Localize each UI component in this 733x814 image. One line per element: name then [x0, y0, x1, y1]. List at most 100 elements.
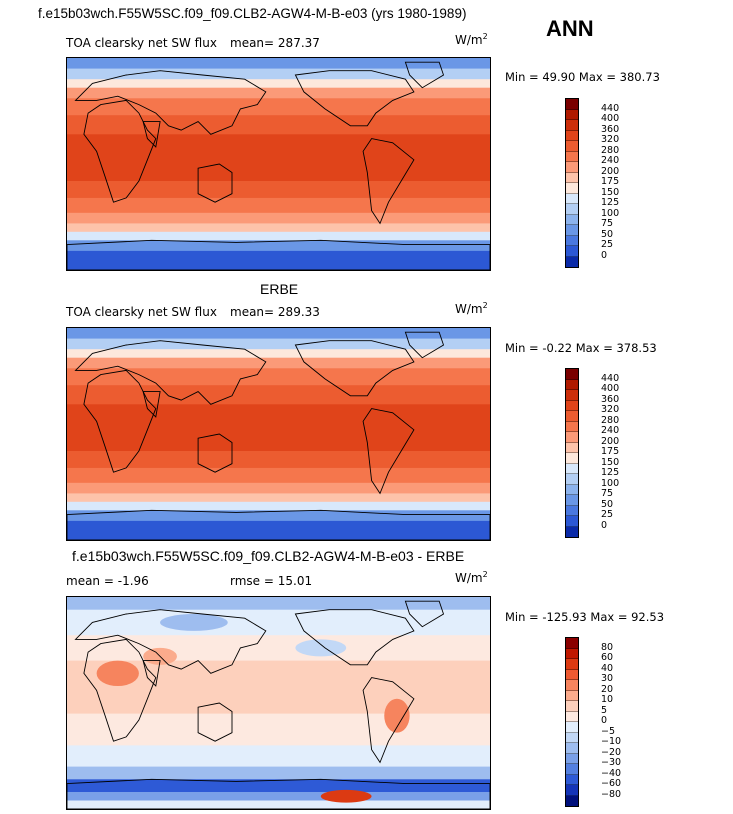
colorbar-level-label: 75 — [601, 488, 614, 499]
panel3-map — [66, 596, 491, 810]
colorbar-swatch — [566, 732, 578, 743]
coastline — [142, 391, 161, 418]
panel3-mean-label: mean = -1.96 — [66, 574, 149, 588]
map-band — [67, 451, 490, 469]
colorbar-level-label: −40 — [601, 767, 622, 779]
panel3-minmax: Min = -125.93 Max = 92.53 — [505, 610, 665, 624]
colorbar-level-label: 125 — [601, 197, 620, 208]
colorbar-swatch — [566, 246, 578, 257]
map-band — [67, 792, 490, 802]
map-band — [67, 520, 490, 540]
coastline — [83, 638, 157, 742]
colorbar-swatch — [566, 680, 578, 691]
colorbar-level-label: 200 — [601, 165, 620, 177]
colorbar-swatch — [566, 785, 578, 796]
colorbar-swatch — [566, 141, 578, 152]
colorbar-swatch — [566, 379, 578, 390]
colorbar-swatch — [566, 474, 578, 485]
colorbar-swatch — [566, 453, 578, 464]
map-band — [67, 197, 490, 214]
coastline — [294, 340, 415, 397]
map-band — [67, 357, 490, 369]
colorbar-swatches — [565, 98, 579, 268]
colorbar-level-label: 320 — [601, 404, 620, 415]
map-band — [67, 501, 490, 511]
colorbar-swatch — [566, 648, 578, 659]
colorbar-level-label: 5 — [601, 704, 608, 716]
colorbar-swatch — [566, 225, 578, 236]
colorbar-swatch — [566, 505, 578, 516]
colorbar-level-label: 280 — [601, 414, 620, 426]
map-band — [67, 493, 490, 503]
map-band — [67, 134, 490, 182]
map-anomaly-patch — [160, 613, 228, 631]
panel3-title: f.e15b03wch.F55W5SC.f09_f09.CLB2-AGW4-M-… — [72, 548, 465, 564]
colorbar-swatch — [566, 669, 578, 680]
colorbar-swatch — [566, 193, 578, 204]
colorbar-level-label: 20 — [601, 683, 614, 695]
map-band — [67, 713, 490, 746]
panel2-mean-label: mean= 289.33 — [230, 305, 320, 319]
coastline — [74, 340, 267, 405]
map-band — [67, 115, 490, 135]
coastline — [74, 70, 267, 135]
colorbar-level-label: 400 — [601, 113, 620, 124]
colorbar-swatch — [566, 214, 578, 225]
map-band — [67, 240, 490, 252]
colorbar-swatch — [566, 484, 578, 495]
colorbar-swatch — [566, 369, 578, 380]
coastline — [404, 331, 445, 359]
coastline — [83, 99, 157, 203]
colorbar-level-label: 40 — [601, 662, 614, 674]
colorbar-level-label: 60 — [601, 652, 614, 663]
colorbar-swatch — [566, 162, 578, 173]
panel1-map — [66, 57, 491, 271]
map-band — [67, 212, 490, 224]
map-band — [67, 328, 490, 340]
coastline — [404, 61, 445, 89]
panel1-units: W/m2 — [455, 32, 488, 47]
coastline — [197, 702, 233, 742]
map-band — [67, 404, 490, 452]
map-band — [67, 609, 490, 636]
map-band — [67, 467, 490, 484]
colorbar-swatch — [566, 774, 578, 785]
colorbar-swatch — [566, 390, 578, 401]
coastline — [83, 369, 157, 473]
map-anomaly-patch — [384, 698, 410, 733]
coastline — [67, 239, 490, 270]
map-band — [67, 482, 490, 494]
colorbar-level-label: 75 — [601, 218, 614, 229]
colorbar-level-label: 30 — [601, 673, 614, 684]
colorbar-level-label: −60 — [601, 778, 622, 789]
map-anomaly-patch — [320, 789, 372, 803]
colorbar-level-label: 360 — [601, 393, 620, 405]
colorbar-level-label: 150 — [601, 456, 620, 468]
figure-title: f.e15b03wch.F55W5SC.f09_f09.CLB2-AGW4-M-… — [38, 6, 467, 21]
colorbar-swatch — [566, 743, 578, 754]
colorbar-swatch — [566, 120, 578, 131]
colorbar-level-label: −20 — [601, 746, 622, 758]
panel2-colorbar: 440 400 360 320 280 240 200 175 150 125 100 75 50 25 0 — [565, 368, 645, 538]
map-band — [67, 181, 490, 199]
coastline — [362, 408, 415, 495]
map-band — [67, 368, 490, 386]
panel1-field-label: TOA clearsky net SW flux — [66, 36, 217, 50]
colorbar-swatch — [566, 526, 578, 537]
colorbar-swatch — [566, 421, 578, 432]
colorbar-level-label: −5 — [601, 725, 616, 737]
map-band — [67, 349, 490, 359]
colorbar-swatch — [566, 753, 578, 764]
colorbar-swatches — [565, 637, 579, 807]
colorbar-level-label: 440 — [601, 102, 620, 114]
colorbar-level-label: −80 — [601, 788, 622, 800]
colorbar-level-label: 175 — [601, 176, 620, 187]
colorbar-level-label: 80 — [601, 641, 614, 653]
map-band — [67, 87, 490, 99]
colorbar-level-label: 25 — [601, 239, 614, 250]
map-band — [67, 58, 490, 70]
panel3-rmse-label: rmse = 15.01 — [230, 574, 313, 588]
colorbar-level-label: 0 — [601, 519, 608, 531]
colorbar-level-label: 200 — [601, 435, 620, 447]
panel1-minmax: Min = 49.90 Max = 380.73 — [505, 70, 660, 84]
